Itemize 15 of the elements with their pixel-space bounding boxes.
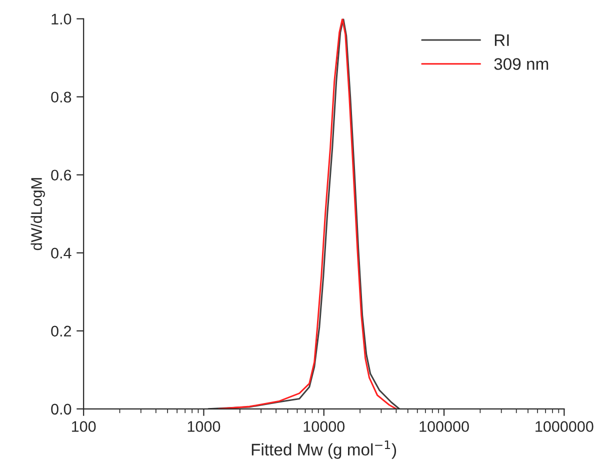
x-axis-title: Fitted Mw (g mol$^{−1}$) (252, 440, 396, 459)
y-tick-label: 0.2 (51, 326, 72, 337)
x-tick-label: 1000 (188, 421, 220, 432)
x-tick-label: 100000 (420, 421, 469, 432)
y-tick-label: 0.0 (51, 404, 72, 415)
y-axis-title: dW/dLogM (30, 178, 45, 250)
y-tick-label: 0.6 (51, 170, 72, 181)
x-tick-label: 100 (72, 421, 96, 432)
legend-label: RI (494, 34, 509, 46)
y-tick-label: 0.4 (51, 248, 72, 259)
x-tick-label: 10000 (304, 421, 345, 432)
y-tick-label: 1.0 (52, 14, 72, 24)
legend-label: 309 nm (494, 58, 548, 70)
y-tick-label: 0.8 (51, 92, 72, 103)
x-tick-label: 1000000 (536, 421, 594, 432)
